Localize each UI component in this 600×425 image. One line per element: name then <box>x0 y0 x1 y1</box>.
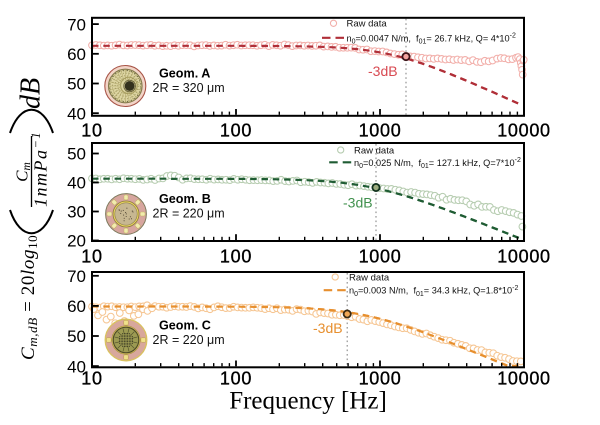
svg-text:50: 50 <box>67 75 86 94</box>
svg-text:Raw data: Raw data <box>354 145 395 156</box>
svg-text:Frequency [Hz]: Frequency [Hz] <box>229 388 387 415</box>
svg-text:60: 60 <box>67 45 86 64</box>
svg-text:40: 40 <box>67 104 86 123</box>
svg-text:n0​=0.003 N/m, f01​= 34.3 kHz: n0​=0.003 N/m, f01​= 34.3 kHz, Q=1.8*10-… <box>349 285 518 298</box>
svg-text:10: 10 <box>81 369 102 389</box>
svg-text:70: 70 <box>67 267 86 286</box>
svg-text:10000: 10000 <box>497 247 551 267</box>
svg-text:Raw data: Raw data <box>349 272 390 283</box>
svg-text:1000: 1000 <box>359 121 402 141</box>
svg-text:-3dB: -3dB <box>368 63 398 79</box>
svg-text:60: 60 <box>67 297 86 316</box>
svg-text:dB: dB <box>16 78 47 109</box>
svg-text:n0​=0.025 N/m, f01​= 127.1 kH: n0​=0.025 N/m, f01​= 127.1 kHz, Q=7*10-2… <box>354 157 521 170</box>
svg-text:1nmPa−1: 1nmPa−1 <box>29 131 51 207</box>
svg-text:2R = 320 μm: 2R = 320 μm <box>153 81 225 95</box>
svg-text:20: 20 <box>67 232 86 251</box>
svg-text:2R = 220 μm: 2R = 220 μm <box>153 333 225 347</box>
svg-text:70: 70 <box>67 15 86 34</box>
svg-text:40: 40 <box>67 357 86 376</box>
svg-text:Raw data: Raw data <box>347 19 388 30</box>
svg-text:Geom. B: Geom. B <box>159 192 211 206</box>
svg-text:2R = 220 μm: 2R = 220 μm <box>153 207 225 221</box>
svg-text:100: 100 <box>220 369 252 389</box>
svg-text:50: 50 <box>67 145 86 164</box>
svg-text:40: 40 <box>67 174 86 193</box>
svg-text:10000: 10000 <box>497 121 551 141</box>
svg-text:-3dB: -3dB <box>343 195 373 211</box>
svg-text:30: 30 <box>67 203 86 222</box>
svg-text:10000: 10000 <box>497 369 551 389</box>
svg-text:Geom. A: Geom. A <box>159 67 210 81</box>
svg-text:100: 100 <box>220 121 252 141</box>
svg-text:1000: 1000 <box>359 369 402 389</box>
svg-text:n0​=0.0047 N/m, f01​= 26.7 kH: n0​=0.0047 N/m, f01​= 26.7 kHz, Q= 4*10-… <box>347 33 516 46</box>
svg-text:100: 100 <box>220 247 252 267</box>
svg-text:Geom. C: Geom. C <box>159 319 211 333</box>
svg-text:-3dB: -3dB <box>313 320 343 336</box>
svg-text:10: 10 <box>81 121 102 141</box>
svg-text:10: 10 <box>81 247 102 267</box>
svg-text:50: 50 <box>67 327 86 346</box>
svg-text:1000: 1000 <box>359 247 402 267</box>
